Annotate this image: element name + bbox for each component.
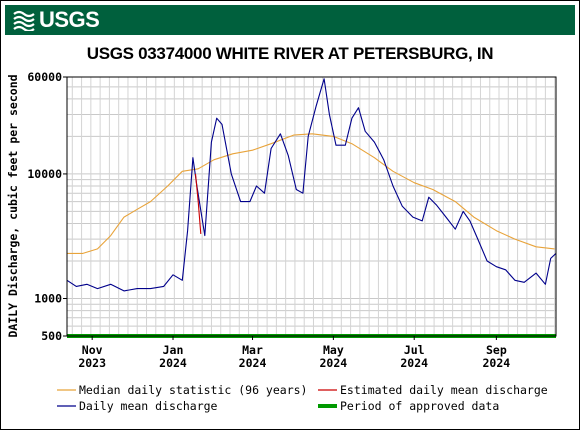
y-tick-label: 1000: [34, 292, 62, 306]
chart-legend: Median daily statistic (96 years) Daily m…: [57, 383, 548, 413]
x-tick-month: Sep: [486, 343, 507, 357]
x-tick-year: 2024: [400, 356, 428, 370]
usgs-logo[interactable]: USGS: [13, 7, 100, 33]
x-tick-month: May: [323, 343, 344, 357]
x-tick-month: Nov: [82, 343, 103, 357]
x-tick-year: 2023: [78, 356, 106, 370]
series-line-estimated-daily-mean-discharge: [194, 173, 202, 234]
y-tick-label: 10000: [27, 167, 62, 181]
x-tick-month: Jan: [163, 343, 184, 357]
series-line-daily-mean-discharge: [66, 78, 557, 292]
x-axis-ticks: Nov2023Jan2024Mar2024May2024Jul2024Sep20…: [78, 336, 510, 370]
legend-label: Period of approved data: [340, 399, 499, 413]
usgs-banner: USGS: [5, 5, 575, 35]
legend-label: Median daily statistic (96 years): [79, 383, 307, 397]
x-tick-month: Mar: [242, 343, 263, 357]
x-tick-year: 2024: [239, 356, 267, 370]
chart-grid: [67, 76, 556, 337]
y-tick-label: 500: [41, 329, 62, 343]
legend-label: Daily mean discharge: [79, 399, 218, 413]
y-axis-label: DAILY Discharge, cubic feet per second: [6, 74, 20, 337]
x-tick-month: Jul: [404, 343, 425, 357]
chart-title: USGS 03374000 WHITE RIVER AT PETERSBURG,…: [86, 44, 494, 63]
usgs-wave-icon: [13, 10, 35, 31]
series-layer: [66, 78, 557, 338]
y-axis-ticks: 60000 10000 1000 500: [27, 70, 67, 343]
x-tick-year: 2024: [320, 356, 348, 370]
x-tick-year: 2024: [483, 356, 511, 370]
x-tick-year: 2024: [159, 356, 187, 370]
legend-label: Estimated daily mean discharge: [340, 383, 548, 397]
plot-border: [66, 76, 557, 337]
usgs-logo-text: USGS: [39, 7, 100, 32]
y-tick-label: 60000: [27, 70, 62, 84]
